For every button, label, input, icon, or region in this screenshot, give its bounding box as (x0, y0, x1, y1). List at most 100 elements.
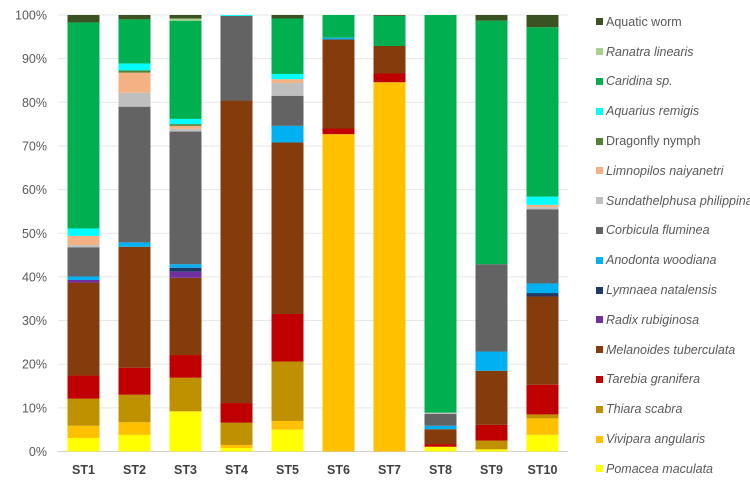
bar-segment (271, 125, 304, 143)
bar-segment (220, 15, 253, 16)
y-tick-label: 10% (22, 401, 47, 415)
legend-item: Pomacea maculata (596, 454, 750, 484)
legend-swatch (596, 77, 603, 85)
bar-segment (67, 228, 100, 236)
bar-segment (373, 82, 406, 452)
bar-segment (169, 277, 202, 356)
bar-segment (424, 15, 457, 413)
bar-segment (169, 128, 202, 132)
legend-swatch (596, 18, 603, 26)
legend-item: Corbicula fluminea (596, 216, 750, 246)
bar-segment (67, 247, 100, 277)
legend-label: Radix rubiginosa (606, 312, 700, 327)
bar-segment (169, 377, 202, 412)
bar-segment (118, 63, 151, 71)
legend-label: Vivipara angularis (606, 432, 706, 447)
bar-segment (526, 418, 559, 435)
legend-swatch (596, 48, 603, 56)
bar-segment (220, 448, 253, 452)
legend-label: Corbicula fluminea (606, 223, 710, 238)
bar-segment (271, 15, 304, 19)
bar-segment (67, 22, 100, 229)
bar-segment (169, 264, 202, 268)
bar-segment (322, 37, 355, 40)
bar-segment (118, 367, 151, 395)
bar-segment (67, 235, 100, 246)
bar-segment (169, 267, 202, 272)
bar-segment (373, 45, 406, 74)
bar-segment (526, 207, 559, 210)
bar-segment (526, 283, 559, 294)
legend-label: Sundathelphusa philippina (606, 193, 750, 208)
bar-segment (526, 384, 559, 415)
legend-label: Thiara scabra (606, 402, 683, 417)
bar-segment (118, 246, 151, 368)
bar-segment (220, 422, 253, 445)
bar-segment (169, 271, 202, 278)
bar-segment (271, 142, 304, 315)
legend-item: Sundathelphusa philippina (596, 186, 750, 216)
legend-swatch (596, 286, 603, 294)
legend-item: Aquarius remigis (596, 96, 750, 126)
bar-segment (424, 425, 457, 430)
bar-segment (424, 412, 457, 414)
bar-segment (169, 15, 202, 19)
legend-label: Anodonta woodiana (606, 253, 717, 268)
x-tick-label: ST2 (123, 463, 146, 477)
legend-item: Anodonta woodiana (596, 245, 750, 275)
x-tick-label: ST10 (528, 463, 558, 477)
legend-item: Vivipara angularis (596, 424, 750, 454)
legend-label: Ranatra linearis (606, 44, 694, 59)
bar-segment (322, 15, 355, 38)
bar-segment (169, 131, 202, 265)
legend-item: Ranatra linearis (596, 37, 750, 67)
bar-segment (169, 118, 202, 125)
legend-label: Lymnaea natalensis (606, 283, 717, 298)
y-tick-label: 0% (29, 445, 47, 459)
bar-segment (118, 92, 151, 107)
bar-segment (526, 209, 559, 284)
legend-swatch (596, 167, 603, 175)
legend-swatch (596, 107, 603, 115)
bar-segment (424, 413, 457, 426)
bar-segment (169, 124, 202, 126)
legend-label: Melanoides tuberculata (606, 342, 736, 357)
x-tick-label: ST4 (225, 463, 248, 477)
legend-label: Aquarius remigis (606, 104, 700, 119)
x-tick-label: ST8 (429, 463, 452, 477)
bar-segment (424, 446, 457, 452)
legend-swatch (596, 256, 603, 264)
y-tick-label: 30% (22, 314, 47, 328)
bar-segment (322, 39, 355, 129)
legend-item: Melanoides tuberculata (596, 335, 750, 365)
bar-segment (322, 134, 355, 452)
bar-segment (271, 420, 304, 430)
bar-segment (271, 83, 304, 96)
bar-segment (118, 422, 151, 435)
bar-segment (220, 403, 253, 423)
bar-segment (169, 411, 202, 452)
bar-segment (424, 444, 457, 447)
bar-segment (169, 125, 202, 129)
x-tick-label: ST6 (327, 463, 350, 477)
bar-segment (526, 296, 559, 385)
legend-swatch (596, 346, 603, 354)
y-tick-label: 60% (22, 183, 47, 197)
bar-segment (67, 245, 100, 248)
bar-segment (475, 370, 508, 425)
bar-segment (169, 18, 202, 21)
x-tick-label: ST3 (174, 463, 197, 477)
bar-segment (118, 19, 151, 64)
legend-swatch (596, 435, 603, 443)
bar-segment (373, 15, 406, 46)
x-tick-label: ST9 (480, 463, 503, 477)
bar-segment (526, 27, 559, 197)
legend-item: Thiara scabra (596, 394, 750, 424)
bar-segment (118, 70, 151, 73)
legend-swatch (596, 197, 603, 205)
bar-segment (67, 15, 100, 23)
bar-segment (118, 106, 151, 243)
x-tick-label: ST1 (72, 463, 95, 477)
bar-segment (475, 449, 508, 452)
